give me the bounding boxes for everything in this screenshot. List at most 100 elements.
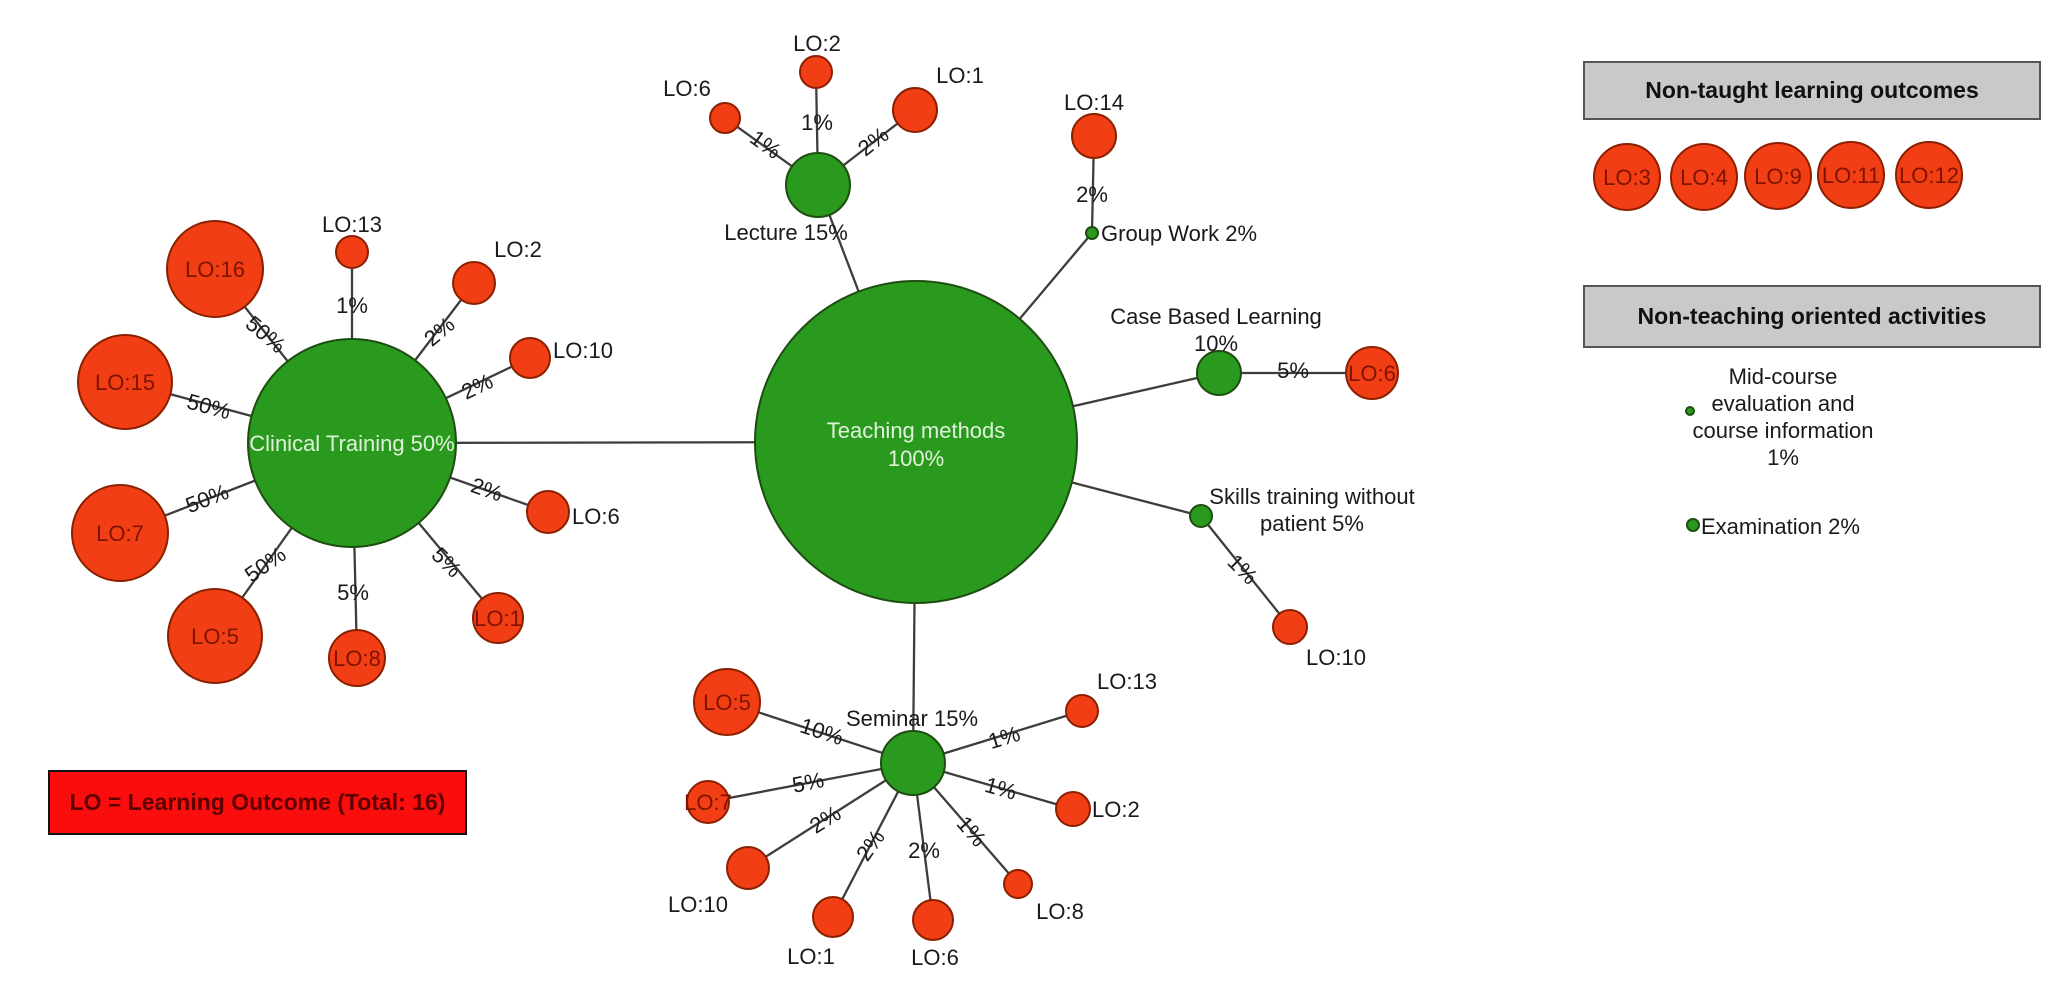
node-lo2-clinical <box>452 261 496 305</box>
node-lo7-seminar <box>686 780 730 824</box>
node-lo10-seminar <box>726 846 770 890</box>
edge-label-skills-training-lo10-skills: 1% <box>1223 549 1263 589</box>
node-lo13-seminar <box>1065 694 1099 728</box>
label-lo6-lecture: LO:6 <box>663 76 711 101</box>
node-group-work <box>1085 226 1099 240</box>
node-lo3-panel <box>1593 143 1661 211</box>
node-skills-training <box>1189 504 1213 528</box>
label-lo11-panel: LO:11 <box>1822 163 1880 188</box>
edge-label-seminar-lo13-seminar: 1% <box>985 720 1023 753</box>
edge-label-clinical-lo8-clinical: 5% <box>337 580 369 605</box>
label-lo14-groupwork: LO:14 <box>1064 90 1124 115</box>
label-lo2-clinical: LO:2 <box>494 237 542 262</box>
node-lo13-clinical <box>335 235 369 269</box>
label-lecture: Lecture 15% <box>724 220 848 245</box>
node-lo9-panel <box>1744 142 1812 210</box>
label-lo5-seminar: LO:5 <box>703 690 751 715</box>
label-lo10-clinical: LO:10 <box>553 338 613 363</box>
edge-label-clinical-lo7-clinical: 50% <box>182 478 232 517</box>
label-lo12-panel: LO:12 <box>1899 163 1959 188</box>
edge-seminar-lo7-seminar <box>707 761 914 804</box>
label-lo13-clinical: LO:13 <box>322 212 382 237</box>
legend-box: LO = Learning Outcome (Total: 16) <box>48 770 467 835</box>
node-clinical <box>247 338 457 548</box>
label-lo8-seminar: LO:8 <box>1036 899 1084 924</box>
label-clinical: Clinical Training 50% <box>249 431 454 456</box>
non-taught-outcomes-header: Non-taught learning outcomes <box>1583 61 2041 120</box>
label-lo2-lecture: LO:2 <box>793 31 841 56</box>
node-teaching <box>754 280 1078 604</box>
label-case-based: Case Based Learning 10% <box>1110 304 1322 356</box>
edge-label-clinical-lo10-clinical: 2% <box>457 368 496 404</box>
edge-label-clinical-lo5-clinical: 50% <box>240 541 290 587</box>
node-lo11-panel <box>1817 141 1885 209</box>
node-examination-dot <box>1686 518 1700 532</box>
edge-label-seminar-lo8-seminar: 1% <box>952 811 992 851</box>
edge-label-seminar-lo5-seminar: 10% <box>797 712 847 749</box>
node-lo7-clinical <box>71 484 169 582</box>
label-lo13-seminar: LO:13 <box>1097 669 1157 694</box>
label-lo2-seminar: LO:2 <box>1092 797 1140 822</box>
node-lo6-clinical <box>526 490 570 534</box>
label-lo6-casebased: LO:6 <box>1348 361 1396 386</box>
node-lo8-clinical <box>328 629 386 687</box>
edge-label-seminar-lo10-seminar: 2% <box>805 800 845 838</box>
label-lo8-clinical: LO:8 <box>333 646 381 671</box>
node-lo10-clinical <box>509 337 551 379</box>
label-seminar: Seminar 15% <box>846 706 978 731</box>
label-lo7-clinical: LO:7 <box>96 521 144 546</box>
label-lo16-clinical: LO:16 <box>185 257 245 282</box>
label-lo3-panel: LO:3 <box>1603 165 1651 190</box>
edge-label-clinical-lo6-clinical: 2% <box>468 472 506 506</box>
node-lo4-panel <box>1670 143 1738 211</box>
label-teaching: Teaching methods 100% <box>827 418 1006 471</box>
edge-label-clinical-lo16-clinical: 50% <box>241 310 291 357</box>
label-lo1-clinical: LO:1 <box>474 606 522 631</box>
edge-label-seminar-lo2-seminar: 1% <box>982 772 1019 805</box>
edge-label-seminar-lo7-seminar: 5% <box>790 767 826 798</box>
edge-label-case-based-lo6-casebased: 5% <box>1277 358 1309 383</box>
label-lo1-seminar: LO:1 <box>787 944 835 969</box>
node-lo12-panel <box>1895 141 1963 209</box>
node-midcourse-dot <box>1685 406 1695 416</box>
node-lo16-clinical <box>166 220 264 318</box>
edge-label-clinical-lo1-clinical: 5% <box>427 542 467 582</box>
node-lo15-clinical <box>77 334 173 430</box>
node-lo6-lecture <box>709 102 741 134</box>
label-group-work: Group Work 2% <box>1101 221 1257 246</box>
edge-skills-training-lo10-skills <box>1200 515 1291 628</box>
node-lo2-lecture <box>799 55 833 89</box>
node-lo5-clinical <box>167 588 263 684</box>
label-skills-training: Skills training without patient 5% <box>1209 484 1414 536</box>
node-case-based <box>1196 350 1242 396</box>
label-examination-dot: Examination 2% <box>1701 514 1860 539</box>
label-lo9-panel: LO:9 <box>1754 164 1802 189</box>
label-midcourse-dot: Mid-course evaluation and course informati… <box>1693 364 1874 470</box>
edge-label-seminar-lo6-seminar: 2% <box>908 838 940 863</box>
label-lo6-clinical: LO:6 <box>572 504 620 529</box>
node-lo2-seminar <box>1055 791 1091 827</box>
node-lo6-casebased <box>1345 346 1399 400</box>
edge-label-clinical-lo13-clinical: 1% <box>336 293 368 318</box>
node-lecture <box>785 152 851 218</box>
edge-label-lecture-lo2-lecture: 1% <box>801 110 833 135</box>
label-lo7-seminar: LO:7 <box>684 790 732 815</box>
non-teaching-activities-header: Non-teaching oriented activities <box>1583 285 2041 348</box>
edge-label-clinical-lo15-clinical: 50% <box>184 388 233 424</box>
edge-label-group-work-lo14-groupwork: 2% <box>1076 182 1108 207</box>
label-lo15-clinical: LO:15 <box>95 370 155 395</box>
node-lo1-seminar <box>812 896 854 938</box>
edge-label-seminar-lo1-seminar: 2% <box>851 825 890 865</box>
label-lo1-lecture: LO:1 <box>936 63 984 88</box>
node-lo6-seminar <box>912 899 954 941</box>
node-lo1-clinical <box>472 592 524 644</box>
node-lo1-lecture <box>892 87 938 133</box>
node-lo5-seminar <box>693 668 761 736</box>
node-seminar <box>880 730 946 796</box>
label-lo5-clinical: LO:5 <box>191 624 239 649</box>
label-lo10-seminar: LO:10 <box>668 892 728 917</box>
label-lo4-panel: LO:4 <box>1680 165 1728 190</box>
node-lo8-seminar <box>1003 869 1033 899</box>
